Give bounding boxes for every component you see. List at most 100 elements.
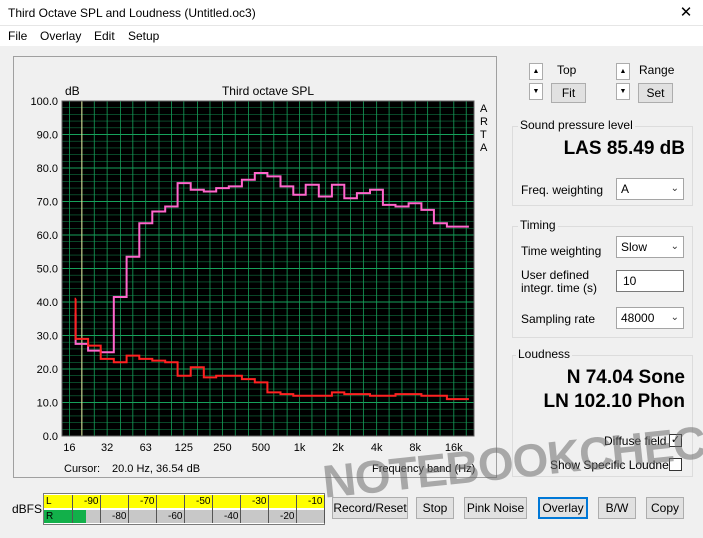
set-button[interactable]: Set xyxy=(638,83,673,103)
brand-letter: A xyxy=(480,142,488,154)
freq-weighting-label: Freq. weighting xyxy=(521,183,604,197)
freq-weighting-value: A xyxy=(621,182,630,196)
menu-file[interactable]: File xyxy=(8,29,28,43)
specific-loudness-checkbox[interactable] xyxy=(669,458,682,471)
copy-button[interactable]: Copy xyxy=(646,497,684,519)
meter-tick xyxy=(128,495,129,523)
user-time-label-1: User defined xyxy=(521,268,590,282)
range-label: Range xyxy=(639,63,675,77)
diffuse-field-label: Diffuse field xyxy=(604,434,667,448)
close-icon[interactable]: ✕ xyxy=(679,4,693,21)
range-up-button[interactable]: ▲ xyxy=(616,63,630,80)
x-tick-label: 250 xyxy=(213,442,231,454)
spl-readout: LAS 85.49 dB xyxy=(563,138,685,159)
chevron-down-icon: ⌄ xyxy=(670,312,679,323)
meter-tick-label: -80 xyxy=(112,511,127,522)
meter-tick-label: -50 xyxy=(196,496,211,507)
bw-button[interactable]: B/W xyxy=(598,497,636,519)
meter-tick xyxy=(240,495,241,523)
chart-title: Third octave SPL xyxy=(222,84,314,98)
channel-r-label: R xyxy=(46,511,54,522)
top-label: Top xyxy=(557,63,577,77)
meter-tick xyxy=(212,495,213,523)
menu-overlay[interactable]: Overlay xyxy=(40,29,82,43)
plot-border xyxy=(61,100,475,437)
y-tick-label: 90.0 xyxy=(37,130,58,142)
record-reset-button[interactable]: Record/Reset xyxy=(332,497,408,519)
x-tick-label: 16 xyxy=(63,442,75,454)
title-bar: Third Octave SPL and Loudness (Untitled.… xyxy=(0,0,703,26)
loudness-group xyxy=(512,355,693,477)
meter-tick xyxy=(268,495,269,523)
range-down-button[interactable]: ▼ xyxy=(616,83,630,100)
x-tick-label: 125 xyxy=(175,442,193,454)
y-tick-label: 60.0 xyxy=(37,230,58,242)
freq-weighting-select[interactable]: A ⌄ xyxy=(616,178,684,200)
x-axis-label: Frequency band (Hz) xyxy=(372,463,475,475)
menu-bar: File Overlay Edit Setup xyxy=(0,26,703,46)
meter-tick xyxy=(156,495,157,523)
user-time-label-2: integr. time (s) xyxy=(521,281,598,295)
sampling-rate-label: Sampling rate xyxy=(521,312,596,326)
level-meter: L R -90 -80 -70 -60 -50 -40 -30 -20 -10 xyxy=(43,493,325,525)
y-tick-label: 80.0 xyxy=(37,163,58,175)
meter-tick-label: -30 xyxy=(252,496,267,507)
specific-loudness-label: Show Specific Loudness xyxy=(550,458,681,472)
level-bar-right xyxy=(44,510,86,523)
brand-letter: R xyxy=(480,116,488,128)
channel-l-label: L xyxy=(46,496,52,507)
meter-tick-label: -70 xyxy=(140,496,155,507)
timing-group xyxy=(512,226,693,338)
spl-group-label: Sound pressure level xyxy=(518,118,635,132)
series-line-2 xyxy=(74,297,469,401)
x-tick-label: 500 xyxy=(252,442,270,454)
y-tick-label: 70.0 xyxy=(37,197,58,209)
series-line-1 xyxy=(74,172,469,354)
sampling-rate-select[interactable]: 48000 ⌄ xyxy=(616,307,684,329)
x-tick-label: 2k xyxy=(332,442,344,454)
brand-letter: T xyxy=(480,129,487,141)
spl-chart[interactable]: dB Third octave SPL A R T A Cursor: 20.0… xyxy=(14,57,498,479)
stop-button[interactable]: Stop xyxy=(416,497,454,519)
x-tick-label: 4k xyxy=(371,442,383,454)
menu-edit[interactable]: Edit xyxy=(94,29,115,43)
meter-tick xyxy=(324,495,325,523)
x-tick-label: 1k xyxy=(294,442,306,454)
x-tick-label: 16k xyxy=(445,442,463,454)
overlay-button[interactable]: Overlay xyxy=(538,497,588,519)
time-weighting-label: Time weighting xyxy=(521,244,602,258)
meter-tick-label: -60 xyxy=(168,511,183,522)
pink-noise-button[interactable]: Pink Noise xyxy=(464,497,527,519)
diffuse-field-checkbox[interactable]: ✓ xyxy=(669,434,682,447)
cursor-value: 20.0 Hz, 36.54 dB xyxy=(112,463,200,475)
sampling-rate-value: 48000 xyxy=(621,311,655,325)
loudness-group-label: Loudness xyxy=(516,347,573,361)
y-tick-label: 30.0 xyxy=(37,331,58,343)
fit-button[interactable]: Fit xyxy=(551,83,586,103)
x-tick-label: 8k xyxy=(409,442,421,454)
time-weighting-select[interactable]: Slow ⌄ xyxy=(616,236,684,258)
top-down-button[interactable]: ▼ xyxy=(529,83,543,100)
window-title: Third Octave SPL and Loudness (Untitled.… xyxy=(8,6,256,20)
meter-tick-label: -90 xyxy=(84,496,99,507)
top-up-button[interactable]: ▲ xyxy=(529,63,543,80)
y-tick-label: 0.0 xyxy=(43,431,58,443)
y-axis-label: dB xyxy=(65,84,80,98)
y-tick-label: 100.0 xyxy=(30,96,58,108)
meter-tick xyxy=(184,495,185,523)
menu-setup[interactable]: Setup xyxy=(128,29,160,43)
cursor-label: Cursor: xyxy=(64,463,100,475)
y-tick-label: 10.0 xyxy=(37,398,58,410)
dbfs-label: dBFS xyxy=(12,502,43,516)
y-tick-label: 50.0 xyxy=(37,264,58,276)
y-tick-label: 40.0 xyxy=(37,297,58,309)
timing-group-label: Timing xyxy=(518,218,558,232)
phon-readout: LN 102.10 Phon xyxy=(543,391,686,412)
y-tick-label: 20.0 xyxy=(37,364,58,376)
brand-letter: A xyxy=(480,103,488,115)
meter-tick-label: -20 xyxy=(280,511,295,522)
meter-tick xyxy=(72,495,73,523)
x-tick-label: 63 xyxy=(140,442,152,454)
meter-tick xyxy=(296,495,297,523)
user-time-input[interactable]: 10 xyxy=(616,270,684,292)
